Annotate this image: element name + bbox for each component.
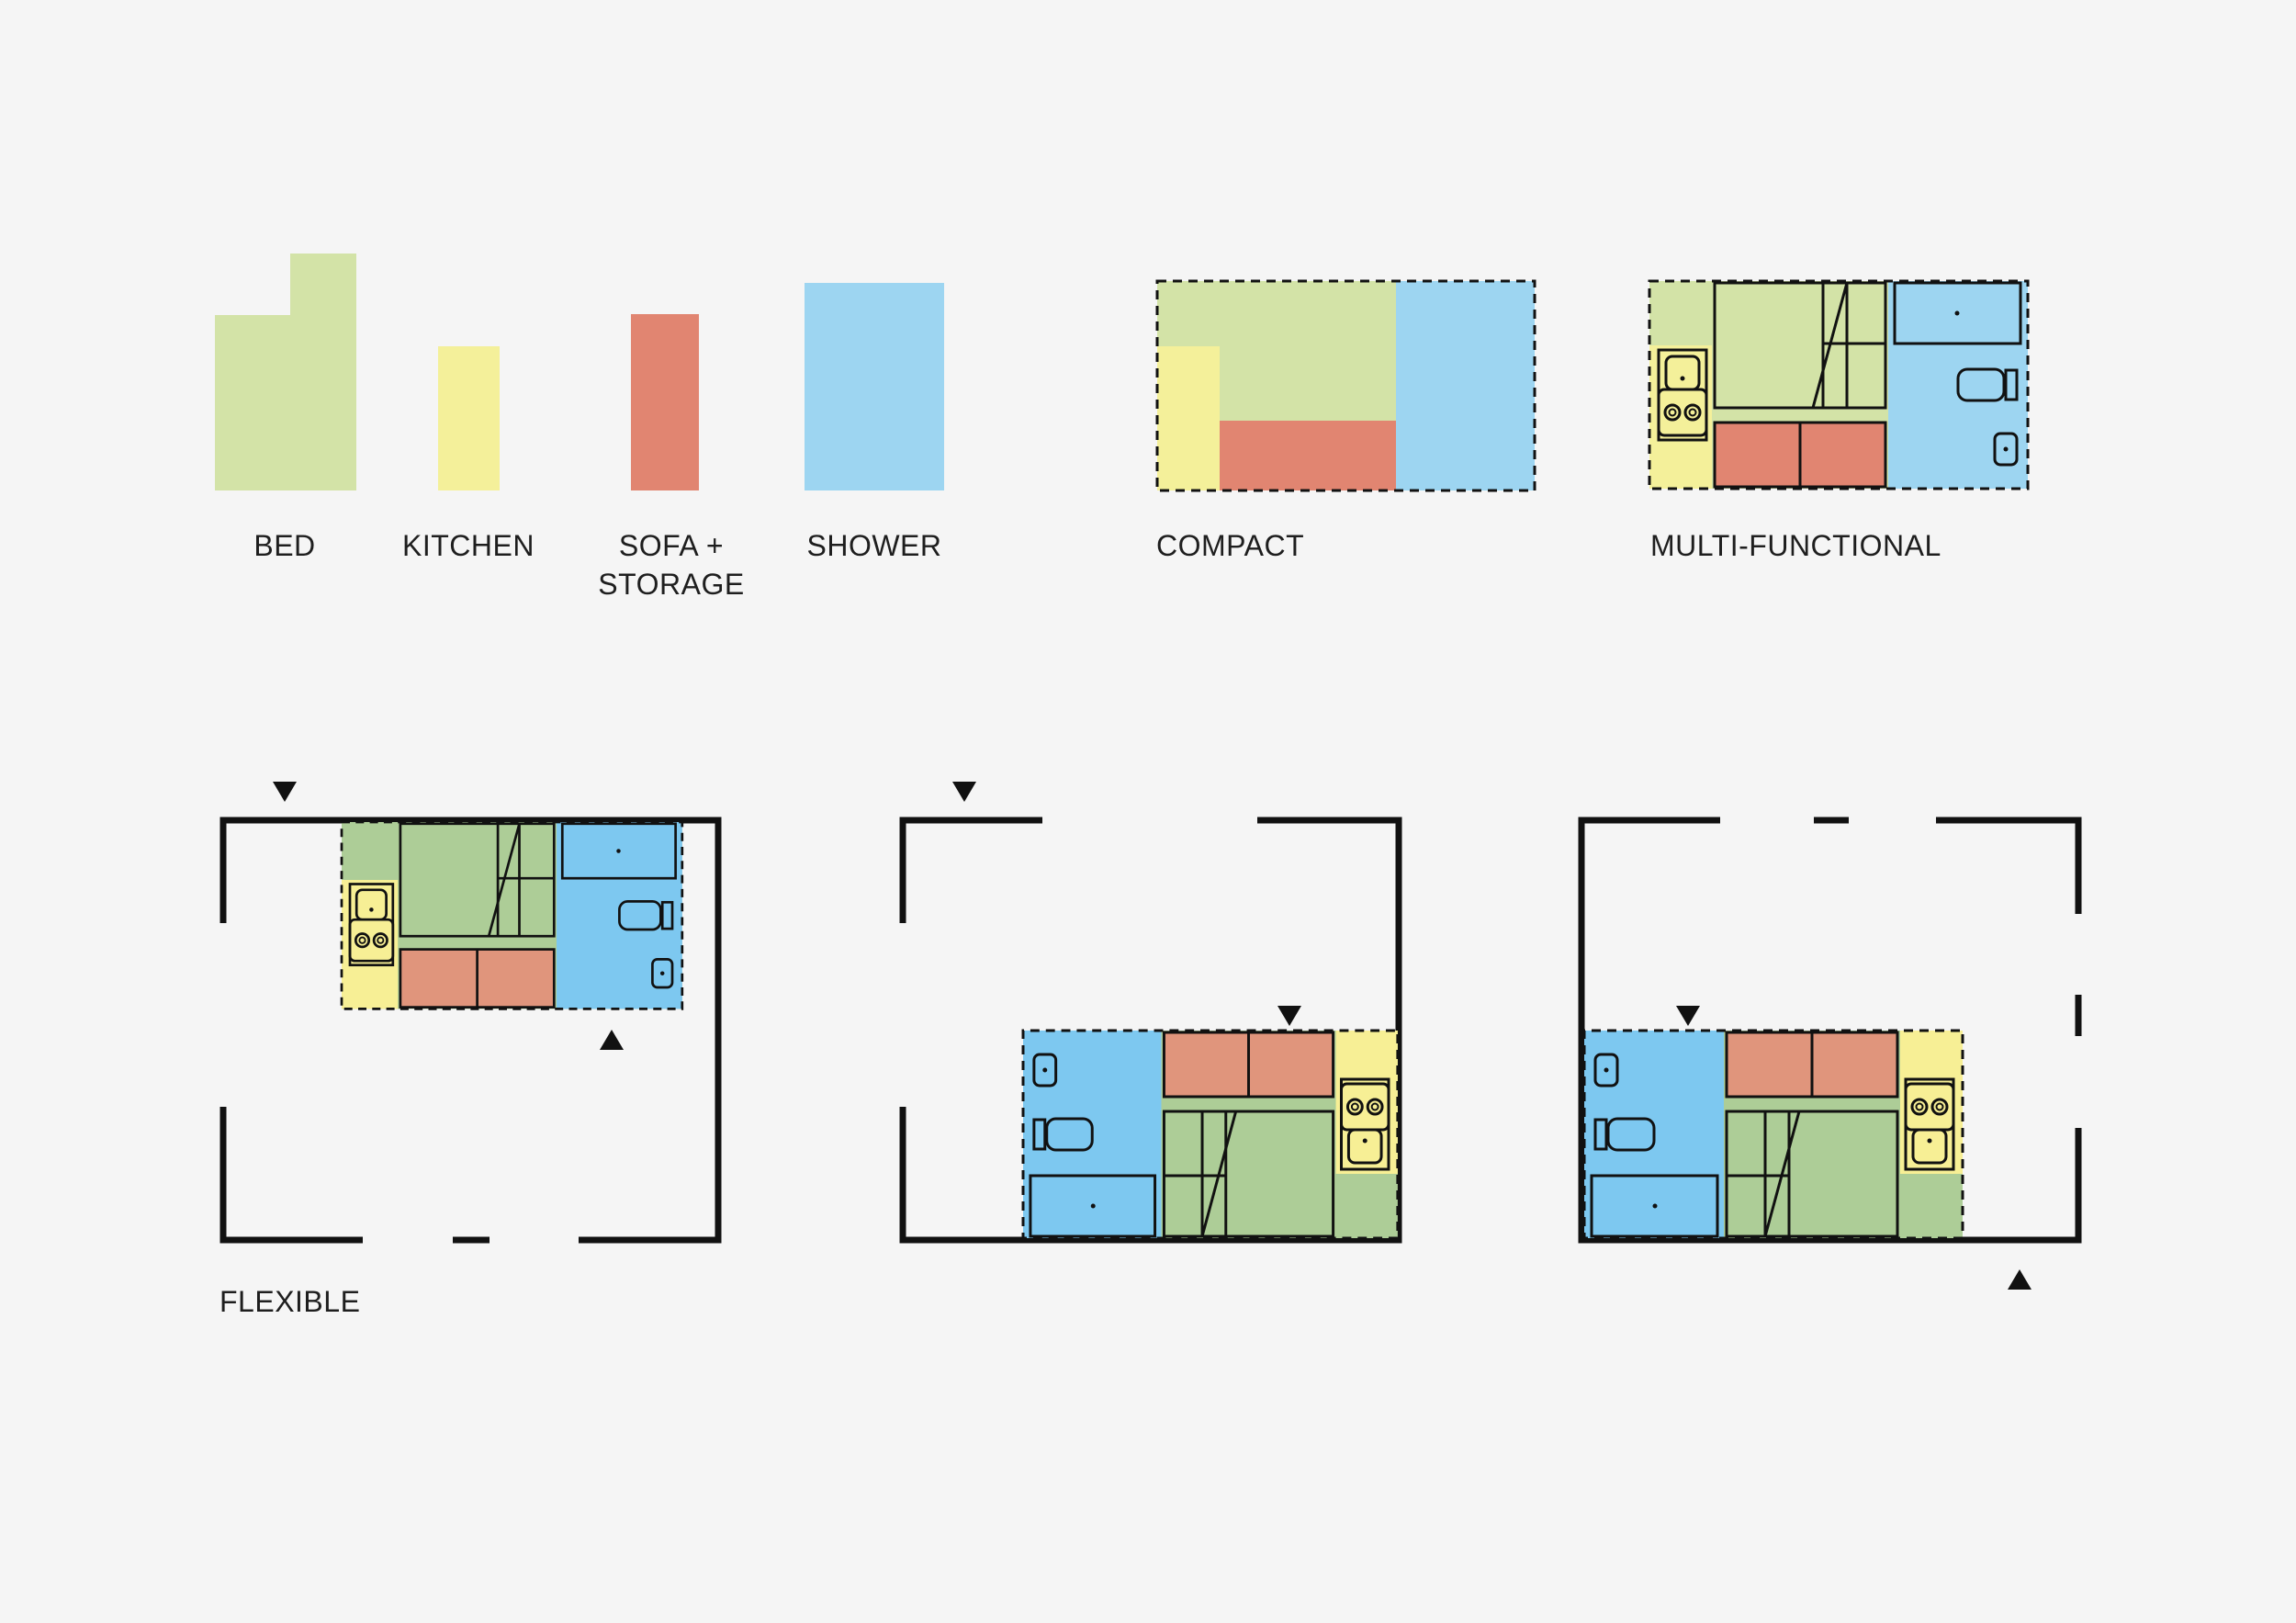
- bed-frame: [1162, 1110, 1335, 1238]
- bed-frame: [1713, 281, 1887, 410]
- window-opening: [1042, 815, 1169, 826]
- compact-outline: [1155, 279, 1536, 492]
- compact-kitchen-zone: [1157, 346, 1220, 490]
- building-frame: [897, 815, 1402, 1244]
- drain-dot: [1652, 1203, 1658, 1209]
- unit-module: [340, 820, 684, 1010]
- shower-tray: [1893, 281, 2022, 345]
- flexible-plan-1: [218, 817, 722, 1245]
- legend-label-sofa-line1: SOFA +: [618, 529, 725, 562]
- entry-arrow-icon: [952, 782, 976, 802]
- entry-arrow-icon: [600, 1030, 624, 1050]
- washbasin-icon: [1593, 1053, 1619, 1088]
- toilet-icon: [1956, 367, 2019, 402]
- compact-shower-zone: [1396, 281, 1535, 490]
- window-opening: [1168, 815, 1257, 826]
- kitchen-block: [438, 346, 500, 490]
- compact-diagram: [1155, 279, 1536, 492]
- toilet-icon: [618, 900, 674, 931]
- flexible-plan-2: [897, 815, 1402, 1244]
- window-opening: [218, 1015, 229, 1107]
- bed-frame: [399, 822, 556, 938]
- window-opening: [2073, 914, 2084, 995]
- concept-label-multi-functional: MULTI-FUNCTIONAL: [1650, 529, 1941, 562]
- stove-icon: [348, 918, 395, 963]
- concept-label-flexible: FLEXIBLE: [219, 1285, 361, 1318]
- shower-tray: [560, 822, 677, 880]
- legend-label-sofa-storage: SOFA + STORAGE: [598, 526, 744, 603]
- toilet-icon: [1032, 1117, 1094, 1152]
- module-outline: [1582, 1029, 1964, 1240]
- flexible-plan-3: [1578, 815, 2084, 1244]
- compact-sofa-zone: [1220, 421, 1396, 490]
- window-opening: [897, 923, 908, 1015]
- bed-fold-line: [487, 823, 521, 937]
- entry-arrow-icon: [273, 782, 297, 802]
- legend-label-bed: BED: [253, 529, 316, 562]
- wall-outline: [1578, 817, 2082, 1244]
- window-opening: [1720, 815, 1814, 826]
- drain-dot: [1954, 310, 1960, 316]
- drain-dot: [616, 849, 621, 853]
- shower-tray: [1029, 1174, 1157, 1238]
- entry-arrow-icon: [2008, 1269, 2032, 1290]
- sofa-storage-block: [631, 314, 699, 490]
- window-opening: [897, 1015, 908, 1107]
- module-outline: [340, 820, 684, 1010]
- washbasin-icon: [1032, 1053, 1058, 1088]
- unit-module: [1021, 1029, 1400, 1240]
- entry-arrow-icon: [1277, 1006, 1301, 1026]
- window-opening: [218, 923, 229, 1015]
- window-opening: [490, 1234, 579, 1245]
- washbasin-icon: [651, 958, 674, 989]
- window-opening: [363, 1234, 453, 1245]
- shower-block: [805, 283, 944, 490]
- legend-blocks: [215, 254, 944, 490]
- window-opening: [2073, 1036, 2084, 1128]
- toilet-icon: [1593, 1117, 1656, 1152]
- entry-arrow-icon: [1676, 1006, 1700, 1026]
- stove-icon: [1340, 1082, 1390, 1132]
- module-outline: [1648, 279, 2030, 490]
- legend-label-sofa-line2: STORAGE: [598, 568, 745, 601]
- stove-icon: [1657, 388, 1708, 437]
- bed-fold-line: [1811, 282, 1849, 409]
- concept-label-compact: COMPACT: [1156, 529, 1305, 562]
- building-frame: [218, 817, 722, 1245]
- legend-label-kitchen: KITCHEN: [402, 529, 535, 562]
- bed-fold-line: [1763, 1110, 1801, 1237]
- module-outline: [1021, 1029, 1400, 1240]
- unit-module: [1582, 1029, 1964, 1240]
- shower-tray: [1590, 1174, 1719, 1238]
- bed-block: [215, 254, 356, 490]
- multi-functional-diagram: [1648, 279, 2030, 490]
- drain-dot: [1090, 1203, 1096, 1209]
- washbasin-icon: [1993, 432, 2019, 467]
- building-frame: [1578, 815, 2084, 1244]
- window-opening: [1849, 815, 1936, 826]
- bed-frame: [1725, 1110, 1899, 1238]
- stove-icon: [1904, 1082, 1955, 1132]
- legend-label-shower: SHOWER: [806, 529, 942, 562]
- bed-fold-line: [1200, 1110, 1238, 1237]
